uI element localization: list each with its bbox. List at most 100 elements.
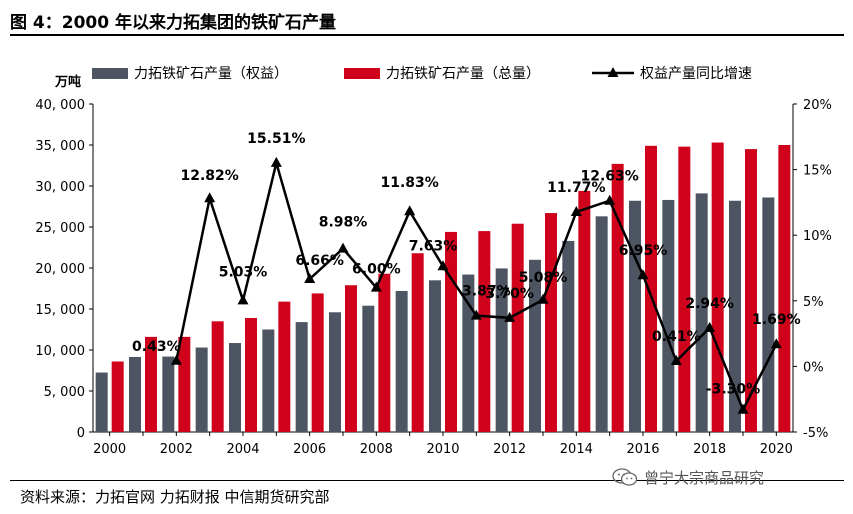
total-bar (245, 318, 257, 432)
x-axis-tick-label: 2000 (93, 442, 126, 457)
left-axis-tick-label: 0 (77, 426, 85, 441)
growth-marker (637, 269, 649, 280)
growth-data-label: 6.95% (619, 243, 668, 259)
growth-marker (504, 311, 516, 322)
growth-data-label: 1.69% (752, 312, 801, 328)
right-axis-tick-label: 10% (803, 229, 832, 244)
growth-data-label: 2.94% (685, 296, 734, 312)
left-axis-tick-label: 20, 000 (35, 262, 85, 277)
total-bar (278, 301, 291, 432)
equity-bar (462, 274, 475, 432)
legend-swatch-total (344, 68, 380, 79)
total-bar (511, 223, 524, 432)
equity-bar (195, 347, 208, 432)
growth-data-label: 0.43% (132, 339, 181, 355)
legend-marker-growth (607, 67, 619, 77)
right-axis-tick-label: 20% (803, 98, 832, 113)
growth-data-label: 3.87% (462, 284, 511, 300)
equity-bar (95, 372, 108, 432)
source-divider (10, 480, 844, 481)
equity-bar (662, 199, 675, 432)
right-axis-tick-label: 5% (803, 295, 824, 310)
equity-bar (295, 322, 308, 432)
growth-marker (304, 273, 316, 284)
growth-marker (237, 294, 249, 305)
title-underline (10, 34, 844, 36)
figure-title: 图 4：2000 年以来力拓集团的铁矿石产量 (10, 13, 336, 33)
growth-data-label: 6.66% (295, 253, 344, 269)
x-axis-tick-label: 2014 (560, 442, 593, 457)
equity-bar (162, 356, 175, 432)
equity-bar (129, 356, 141, 432)
left-axis-tick-label: 35, 000 (35, 139, 85, 154)
x-axis-tick-label: 2008 (360, 442, 393, 457)
total-bar (178, 336, 191, 432)
equity-bar (762, 197, 775, 432)
total-bar (345, 285, 357, 432)
equity-bar (262, 329, 275, 432)
legend-swatch-equity (92, 68, 128, 79)
total-bar (745, 149, 757, 432)
total-bar (678, 146, 691, 432)
growth-data-label: 0.41% (652, 329, 701, 345)
total-bar (111, 361, 124, 432)
growth-data-label: 15.51% (247, 131, 305, 147)
right-axis-tick-label: 0% (803, 360, 824, 375)
x-axis-tick-label: 2006 (293, 442, 326, 457)
growth-data-label: 7.63% (409, 238, 458, 254)
growth-marker (337, 242, 349, 253)
total-bar (145, 336, 157, 432)
total-bar (711, 142, 724, 433)
x-axis-tick-label: 2002 (160, 442, 193, 457)
growth-marker (737, 403, 749, 414)
watermark: 曾宁大宗商品研究 (612, 467, 764, 488)
growth-marker (204, 192, 216, 203)
growth-data-label: 8.98% (319, 215, 368, 231)
x-axis-tick-label: 2016 (626, 442, 659, 457)
total-bar (611, 163, 624, 433)
equity-bar (329, 312, 341, 432)
watermark-text: 曾宁大宗商品研究 (644, 469, 765, 487)
equity-bar (629, 200, 641, 432)
equity-bar (395, 290, 408, 432)
left-axis-tick-label: 10, 000 (35, 344, 85, 359)
growth-marker (570, 205, 582, 216)
total-bar (445, 231, 457, 432)
growth-data-label: 12.82% (181, 168, 239, 184)
growth-data-label: -3.30% (706, 382, 760, 398)
total-bar (378, 273, 391, 432)
equity-bar (495, 268, 508, 432)
left-axis-unit-label: 万吨 (54, 74, 81, 90)
growth-marker (370, 281, 382, 292)
growth-marker (270, 156, 282, 167)
equity-bar (229, 343, 241, 432)
x-axis-tick-label: 2020 (760, 442, 793, 457)
growth-marker (404, 205, 416, 216)
wechat-icon (612, 468, 638, 486)
growth-marker (770, 338, 782, 349)
right-axis-tick-label: 15% (803, 164, 832, 179)
x-axis-tick-label: 2018 (693, 442, 726, 457)
growth-marker (704, 321, 716, 332)
legend-label-total: 力拓铁矿石产量（总量） (386, 66, 540, 82)
x-axis-tick-label: 2012 (493, 442, 526, 457)
growth-marker (537, 293, 549, 304)
equity-bar (429, 280, 441, 432)
growth-data-label: 6.00% (352, 262, 401, 278)
growth-marker (437, 260, 449, 271)
growth-marker (670, 355, 682, 366)
right-axis-tick-label: -5% (803, 426, 828, 441)
left-axis-tick-label: 5, 000 (44, 385, 85, 400)
equity-bar (362, 305, 375, 432)
chart: 0 5, 000 10, 000 15, 000 20, 000 25, 000 30, 0… (35, 66, 832, 457)
total-bar (545, 213, 557, 432)
growth-marker (170, 354, 182, 365)
legend-label-equity: 力拓铁矿石产量（权益） (134, 66, 288, 82)
left-axis-tick-label: 30, 000 (35, 180, 85, 195)
total-bar (578, 190, 591, 432)
equity-bar (595, 216, 608, 432)
growth-data-label: 11.83% (381, 175, 439, 191)
total-bar (645, 145, 657, 432)
growth-data-label: 12.63% (581, 169, 639, 185)
total-bar (211, 321, 224, 432)
